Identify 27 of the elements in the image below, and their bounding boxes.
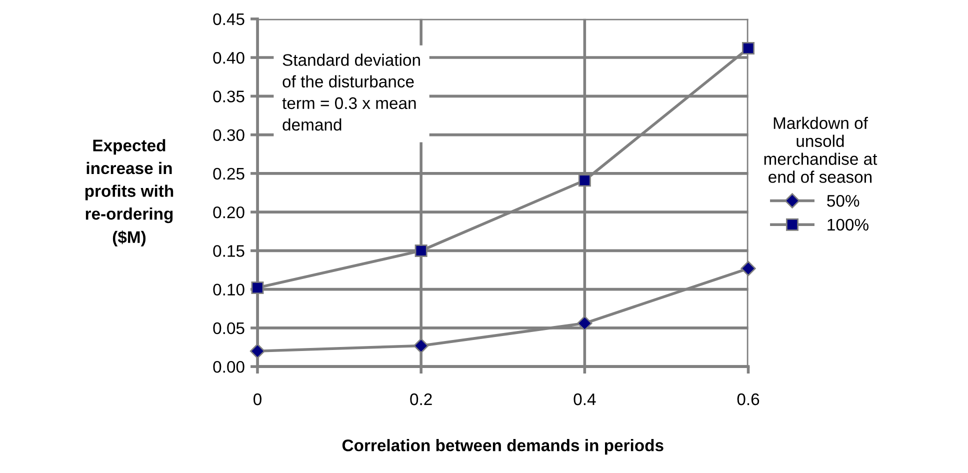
x-tick-label: 0 (254, 393, 262, 406)
point (577, 316, 592, 331)
y-tick-label: 0.40 (213, 52, 244, 64)
legend-label: 100% (828, 218, 868, 231)
point (250, 344, 266, 359)
y-tick-label: 0.20 (213, 206, 244, 218)
y-tick-label: 0.30 (213, 129, 244, 142)
y-tick-label: 0.45 (213, 13, 244, 26)
x-tick-label: 0.6 (737, 393, 760, 406)
legend-title: Markdown of unsold merchandise at end of season (764, 116, 878, 183)
y-tick-label: 0.35 (213, 90, 244, 102)
y-tick-label: 0.15 (213, 245, 244, 257)
y-tick-label: 0.05 (213, 322, 244, 334)
x-tick-label: 0.2 (410, 393, 432, 406)
point (740, 260, 756, 276)
point (414, 244, 428, 257)
point (742, 42, 755, 55)
y-tick-label: 0.10 (213, 284, 244, 296)
point (578, 174, 591, 187)
x-tick-label: 0.4 (574, 393, 596, 406)
legend-label: 50% (827, 194, 860, 207)
annotation: Standard deviation of the disturbance term = 0.3 x mean demand (282, 54, 420, 131)
y-tick-label: 0.00 (213, 360, 244, 373)
y-axis-title: Expected increase in profits with re-ordering ($M) (85, 139, 174, 246)
y-tick-label: 0.25 (213, 168, 244, 180)
point (414, 338, 429, 354)
x-axis-title: Correlation between demands in periods (342, 439, 664, 455)
